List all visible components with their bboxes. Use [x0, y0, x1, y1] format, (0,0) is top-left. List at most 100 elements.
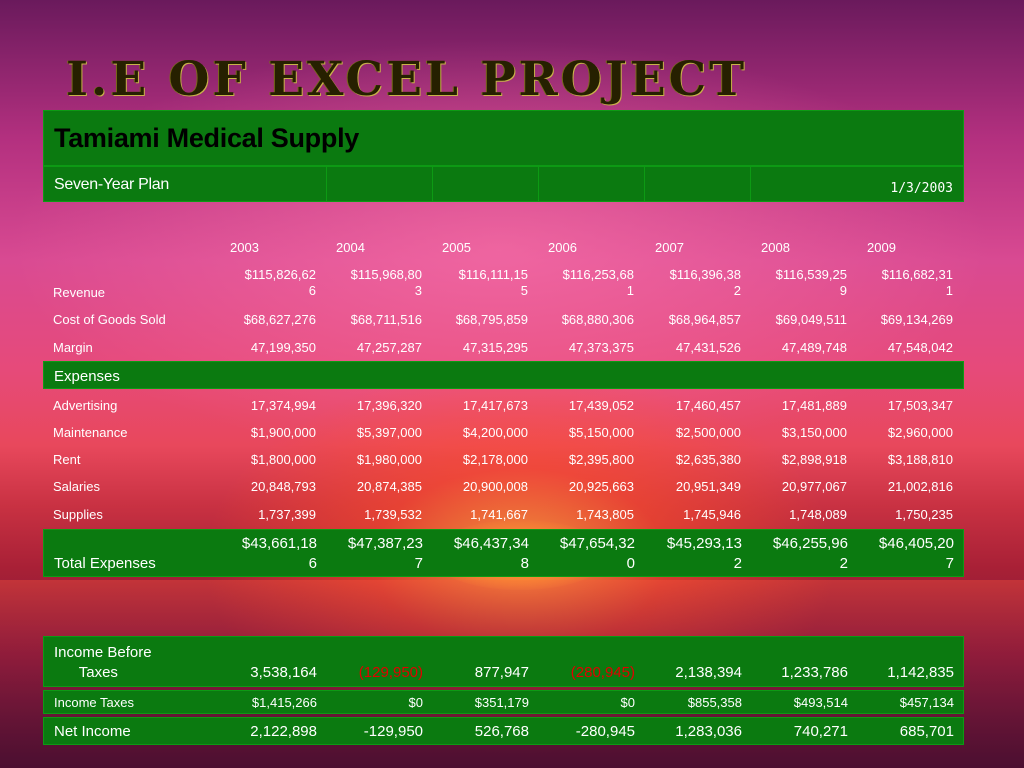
maintenance-value: $5,397,000	[356, 425, 422, 440]
total-expenses-value: $46,437,34 8	[453, 535, 529, 572]
total-expenses-value: $43,661,18 6	[241, 535, 317, 572]
cell-divider	[432, 167, 433, 201]
margin-value: 47,489,748	[781, 340, 847, 355]
plan-date: 1/3/2003	[890, 181, 953, 196]
net-income-value: 526,768	[474, 723, 529, 740]
cogs-row: Cost of Goods Sold $68,627,276 $68,711,516…	[43, 311, 964, 329]
margin-label: Margin	[53, 340, 93, 355]
supplies-value: 1,748,089	[789, 507, 847, 522]
year-header: 2004	[336, 240, 365, 255]
advertising-label: Advertising	[53, 398, 118, 413]
income-before-taxes-value: 877,947	[474, 664, 529, 681]
salaries-value: 20,900,008	[462, 479, 528, 494]
total-expenses-value: $45,293,13 2	[666, 535, 742, 572]
margin-row: Margin 47,199,350 47,257,287 47,315,295 47,3…	[43, 339, 964, 357]
revenue-value: $115,968,80 3	[350, 267, 422, 298]
year-header: 2007	[655, 240, 684, 255]
income-taxes-value: $493,514	[793, 695, 848, 710]
subtitle-band: Seven-Year Plan 1/3/2003	[43, 166, 964, 202]
cogs-value: $68,627,276	[243, 312, 316, 327]
year-header: 2006	[548, 240, 577, 255]
income-taxes-value: $855,358	[687, 695, 742, 710]
cogs-label: Cost of Goods Sold	[53, 312, 166, 327]
maintenance-value: $1,900,000	[250, 425, 316, 440]
income-taxes-value: $351,179	[474, 695, 529, 710]
total-expenses-row: Total Expenses $43,661,18 6 $47,387,23 7 $4…	[43, 529, 964, 577]
revenue-value: $116,396,38 2	[669, 267, 741, 298]
salaries-value: 20,874,385	[356, 479, 422, 494]
net-income-value: -280,945	[575, 723, 635, 740]
maintenance-value: $4,200,000	[462, 425, 528, 440]
cell-divider	[644, 167, 645, 201]
income-taxes-value: $457,134	[899, 695, 954, 710]
supplies-value: 1,737,399	[258, 507, 316, 522]
margin-value: 47,373,375	[568, 340, 634, 355]
income-before-taxes-label: Income Before Taxes	[54, 644, 152, 681]
plan-subtitle: Seven-Year Plan	[54, 176, 169, 193]
rent-row: Rent $1,800,000 $1,980,000 $2,178,000 $2,395…	[43, 451, 964, 469]
salaries-value: 21,002,816	[887, 479, 953, 494]
rent-value: $1,800,000	[250, 452, 316, 467]
net-income-value: 685,701	[899, 723, 954, 740]
advertising-row: Advertising 17,374,994 17,396,320 17,417,67…	[43, 397, 964, 415]
income-taxes-value: $0	[408, 695, 423, 710]
cogs-value: $69,134,269	[880, 312, 953, 327]
net-income-label: Net Income	[54, 723, 131, 740]
rent-value: $3,188,810	[887, 452, 953, 467]
rent-value: $2,178,000	[462, 452, 528, 467]
net-income-value: 740,271	[793, 723, 848, 740]
income-before-taxes-row: Income Before Taxes 3,538,164 (129,950) 877…	[43, 636, 964, 687]
advertising-value: 17,460,457	[675, 398, 741, 413]
salaries-value: 20,977,067	[781, 479, 847, 494]
advertising-value: 17,417,673	[462, 398, 528, 413]
margin-value: 47,315,295	[462, 340, 528, 355]
total-expenses-label: Total Expenses	[54, 555, 156, 572]
cogs-value: $68,880,306	[561, 312, 634, 327]
margin-value: 47,548,042	[887, 340, 953, 355]
income-before-taxes-value: 1,233,786	[781, 664, 848, 681]
total-expenses-value: $46,405,20 7	[878, 535, 954, 572]
section-label: Expenses	[54, 368, 120, 385]
rent-value: $1,980,000	[356, 452, 422, 467]
supplies-row: Supplies 1,737,399 1,739,532 1,741,667 1,743…	[43, 506, 964, 524]
revenue-value: $116,682,31 1	[881, 267, 953, 298]
supplies-value: 1,750,235	[895, 507, 953, 522]
advertising-value: 17,396,320	[356, 398, 422, 413]
salaries-label: Salaries	[53, 479, 100, 494]
year-header: 2008	[761, 240, 790, 255]
net-income-value: -129,950	[363, 723, 423, 740]
salaries-value: 20,925,663	[568, 479, 634, 494]
supplies-label: Supplies	[53, 507, 103, 522]
income-before-taxes-value: 1,142,835	[887, 664, 954, 681]
revenue-value: $116,253,68 1	[562, 267, 634, 298]
income-before-taxes-value: 3,538,164	[250, 664, 317, 681]
maintenance-label: Maintenance	[53, 425, 128, 440]
advertising-value: 17,439,052	[568, 398, 634, 413]
revenue-row: Revenue $115,826,62 6 $115,968,80 3 $116,11…	[43, 267, 964, 303]
cogs-value: $68,964,857	[668, 312, 741, 327]
cogs-value: $69,049,511	[775, 312, 847, 327]
maintenance-value: $3,150,000	[781, 425, 847, 440]
year-header: 2005	[442, 240, 471, 255]
advertising-value: 17,374,994	[250, 398, 316, 413]
income-taxes-row: Income Taxes $1,415,266 $0 $351,179 $0 $855,3…	[43, 690, 964, 714]
cell-divider	[326, 167, 327, 201]
income-before-taxes-value: (129,950)	[358, 664, 423, 681]
supplies-value: 1,741,667	[470, 507, 528, 522]
supplies-value: 1,739,532	[364, 507, 422, 522]
margin-value: 47,199,350	[250, 340, 316, 355]
revenue-label: Revenue	[53, 285, 106, 300]
cell-divider	[538, 167, 539, 201]
year-header: 2003	[230, 240, 259, 255]
rent-label: Rent	[53, 452, 81, 467]
total-expenses-value: $47,654,32 0	[559, 535, 635, 572]
income-taxes-value: $1,415,266	[251, 695, 317, 710]
revenue-value: $116,539,25 9	[775, 267, 847, 298]
net-income-value: 1,283,036	[675, 723, 742, 740]
income-before-taxes-value: 2,138,394	[675, 664, 742, 681]
net-income-row: Net Income 2,122,898 -129,950 526,768 -280,9…	[43, 717, 964, 745]
margin-value: 47,431,526	[675, 340, 741, 355]
net-income-value: 2,122,898	[250, 723, 317, 740]
maintenance-value: $2,500,000	[675, 425, 741, 440]
year-header: 2009	[867, 240, 896, 255]
